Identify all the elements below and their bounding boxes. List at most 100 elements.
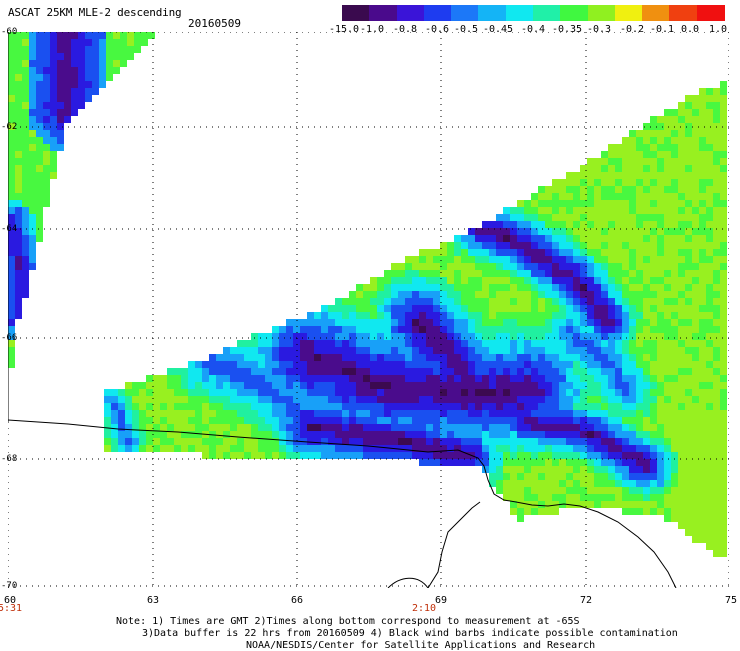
wind-cell bbox=[552, 312, 559, 319]
wind-cell bbox=[265, 403, 272, 410]
wind-cell bbox=[195, 361, 202, 368]
wind-cell bbox=[461, 438, 468, 445]
wind-cell bbox=[258, 361, 265, 368]
wind-cell bbox=[615, 445, 622, 452]
wind-cell bbox=[160, 445, 167, 452]
wind-cell bbox=[643, 137, 650, 144]
wind-cell bbox=[650, 172, 657, 179]
wind-cell bbox=[328, 326, 335, 333]
wind-cell bbox=[314, 417, 321, 424]
wind-cell bbox=[664, 508, 671, 515]
wind-cell bbox=[349, 319, 356, 326]
wind-cell bbox=[195, 375, 202, 382]
wind-cell bbox=[433, 347, 440, 354]
wind-cell bbox=[643, 382, 650, 389]
wind-cell bbox=[433, 354, 440, 361]
wind-cell bbox=[132, 431, 139, 438]
wind-cell bbox=[8, 228, 15, 235]
wind-cell bbox=[22, 277, 29, 284]
longitude-label: 63 bbox=[146, 595, 160, 606]
wind-cell bbox=[503, 340, 510, 347]
wind-cell bbox=[685, 200, 692, 207]
color-scale-label: -0.45 bbox=[482, 24, 514, 35]
wind-cell bbox=[664, 382, 671, 389]
wind-cell bbox=[545, 270, 552, 277]
wind-cell bbox=[545, 382, 552, 389]
wind-cell bbox=[685, 501, 692, 508]
wind-cell bbox=[118, 445, 125, 452]
wind-cell bbox=[475, 389, 482, 396]
wind-cell bbox=[573, 333, 580, 340]
wind-cell bbox=[99, 53, 106, 60]
wind-cell bbox=[363, 424, 370, 431]
wind-cell bbox=[167, 445, 174, 452]
wind-cell bbox=[580, 480, 587, 487]
wind-cell bbox=[209, 424, 216, 431]
wind-cell bbox=[503, 487, 510, 494]
wind-cell bbox=[692, 102, 699, 109]
wind-cell bbox=[475, 396, 482, 403]
wind-cell bbox=[657, 424, 664, 431]
wind-cell bbox=[699, 494, 706, 501]
wind-cell bbox=[629, 214, 636, 221]
wind-cell bbox=[720, 445, 727, 452]
longitude-label: 66 bbox=[290, 595, 304, 606]
wind-cell bbox=[566, 403, 573, 410]
wind-cell bbox=[650, 431, 657, 438]
wind-cell bbox=[391, 438, 398, 445]
wind-cell bbox=[8, 67, 15, 74]
wind-cell bbox=[244, 389, 251, 396]
wind-cell bbox=[608, 312, 615, 319]
wind-cell bbox=[664, 221, 671, 228]
wind-cell bbox=[244, 354, 251, 361]
color-scale-label: -1.0 bbox=[359, 24, 385, 35]
wind-cell bbox=[580, 200, 587, 207]
wind-cell bbox=[8, 277, 15, 284]
wind-cell bbox=[8, 305, 15, 312]
wind-cell bbox=[713, 298, 720, 305]
wind-cell bbox=[510, 459, 517, 466]
wind-cell bbox=[496, 466, 503, 473]
wind-cell bbox=[622, 333, 629, 340]
wind-cell bbox=[335, 417, 342, 424]
wind-cell bbox=[664, 158, 671, 165]
wind-cell bbox=[524, 410, 531, 417]
wind-cell bbox=[454, 277, 461, 284]
wind-cell bbox=[43, 172, 50, 179]
wind-cell bbox=[57, 53, 64, 60]
wind-cell bbox=[405, 424, 412, 431]
wind-cell bbox=[629, 172, 636, 179]
wind-cell bbox=[237, 375, 244, 382]
wind-cell bbox=[510, 473, 517, 480]
wind-cell bbox=[202, 438, 209, 445]
wind-cell bbox=[120, 53, 127, 60]
wind-cell bbox=[573, 284, 580, 291]
wind-cell bbox=[678, 403, 685, 410]
wind-cell bbox=[594, 172, 601, 179]
wind-cell bbox=[720, 522, 727, 529]
wind-cell bbox=[566, 221, 573, 228]
wind-cell bbox=[153, 382, 160, 389]
wind-cell bbox=[615, 172, 622, 179]
wind-cell bbox=[104, 396, 111, 403]
wind-cell bbox=[573, 305, 580, 312]
wind-cell bbox=[85, 60, 92, 67]
wind-cell bbox=[629, 249, 636, 256]
wind-cell bbox=[440, 347, 447, 354]
wind-cell bbox=[321, 403, 328, 410]
wind-cell bbox=[440, 424, 447, 431]
wind-cell bbox=[566, 270, 573, 277]
wind-cell bbox=[643, 438, 650, 445]
wind-cell bbox=[720, 389, 727, 396]
wind-cell bbox=[587, 256, 594, 263]
wind-cell bbox=[580, 263, 587, 270]
wind-cell bbox=[237, 445, 244, 452]
longitude-label: 60 bbox=[3, 595, 17, 606]
wind-cell bbox=[643, 368, 650, 375]
wind-cell bbox=[601, 193, 608, 200]
wind-cell bbox=[615, 151, 622, 158]
wind-cell bbox=[167, 417, 174, 424]
wind-cell bbox=[552, 319, 559, 326]
wind-cell bbox=[426, 424, 433, 431]
wind-cell bbox=[356, 375, 363, 382]
